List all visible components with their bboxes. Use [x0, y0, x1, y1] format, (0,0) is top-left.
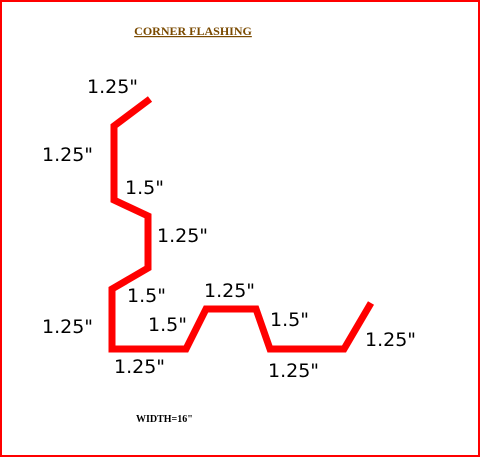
dim-label-rib-top: 1.25": [204, 280, 255, 302]
dim-label-bottom-right-run: 1.25": [268, 360, 319, 382]
dim-label-upper-jog-diagonal: 1.5": [125, 177, 164, 199]
dim-label-rib-left-slope: 1.5": [148, 314, 187, 336]
dim-label-end-flange: 1.25": [365, 329, 416, 351]
flashing-profile: [108, 96, 375, 353]
dim-label-top-flange: 1.25": [87, 76, 138, 98]
dim-label-lower-jog-diagonal: 1.5": [127, 285, 166, 307]
dim-label-bottom-left-run: 1.25": [114, 356, 165, 378]
dim-label-left-lower-vertical: 1.25": [42, 316, 93, 338]
dim-label-left-upper-vertical: 1.25": [42, 144, 93, 166]
dim-label-rib-right-slope: 1.5": [270, 309, 309, 331]
width-note: WIDTH=16": [136, 414, 193, 425]
dim-label-middle-vertical: 1.25": [157, 225, 208, 247]
diagram-title: CORNER FLASHING: [134, 24, 252, 38]
